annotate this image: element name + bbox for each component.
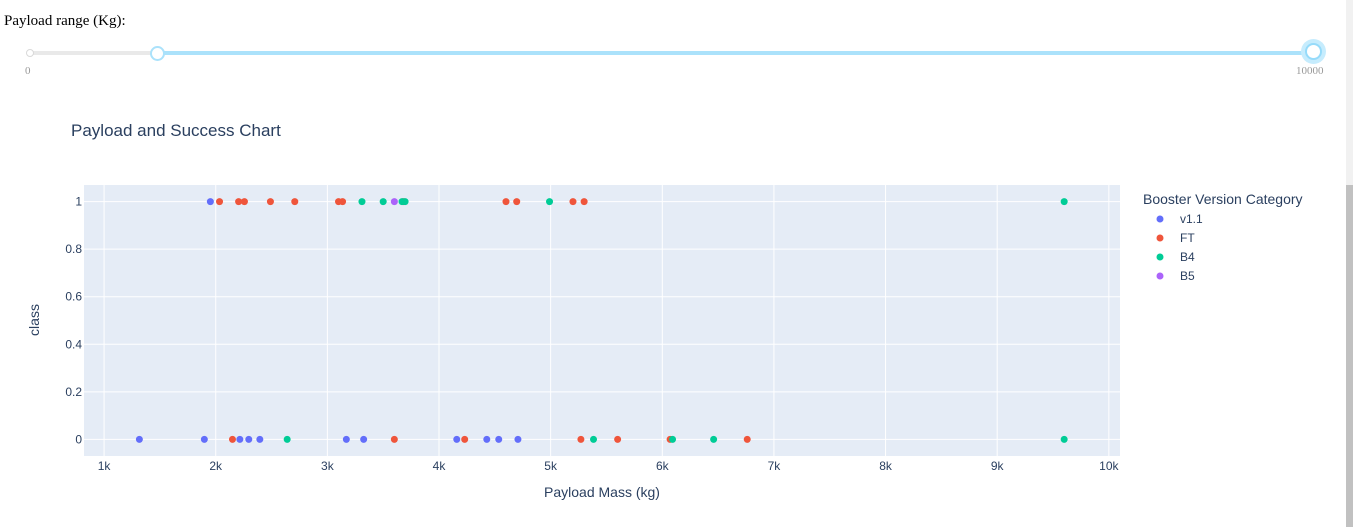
y-tick-label: 0.4 (65, 337, 82, 351)
scrollbar-thumb[interactable] (1346, 185, 1353, 527)
data-point[interactable] (1060, 435, 1068, 443)
data-point[interactable] (514, 435, 522, 443)
data-point[interactable] (614, 435, 622, 443)
legend-item-ft[interactable]: FT (1156, 231, 1196, 245)
y-tick-label: 0.6 (65, 290, 82, 304)
x-tick-label: 7k (768, 459, 782, 473)
data-points (135, 198, 1068, 443)
data-point[interactable] (339, 198, 347, 206)
y-tick-label: 0 (75, 432, 82, 446)
slider-mark-min: 0 (25, 65, 31, 77)
legend-label: FT (1180, 231, 1195, 245)
x-tick-label: 1k (98, 459, 112, 473)
legend-item-b4[interactable]: B4 (1156, 250, 1196, 264)
legend-label: B5 (1180, 269, 1195, 283)
plot-area[interactable] (84, 185, 1120, 456)
series-v1-1 (135, 198, 522, 443)
legend-marker (1156, 215, 1164, 223)
data-point[interactable] (200, 435, 208, 443)
data-point[interactable] (266, 198, 274, 206)
x-tick-label: 5k (544, 459, 558, 473)
series-b4 (283, 198, 1068, 443)
legend-item-v1-1[interactable]: v1.1 (1156, 212, 1204, 226)
x-tick-label: 6k (656, 459, 670, 473)
data-point[interactable] (483, 435, 491, 443)
y-tick-label: 1 (75, 195, 82, 209)
data-point[interactable] (461, 435, 469, 443)
x-tick-label: 9k (991, 459, 1005, 473)
data-point[interactable] (453, 435, 461, 443)
data-point[interactable] (216, 198, 224, 206)
slider-handle-min[interactable] (150, 46, 166, 61)
slider-handle-max[interactable] (1305, 43, 1322, 60)
slider-selected-track[interactable] (157, 51, 1313, 55)
data-point[interactable] (569, 198, 577, 206)
data-point[interactable] (577, 435, 585, 443)
data-point[interactable] (358, 198, 366, 206)
data-point[interactable] (495, 435, 503, 443)
x-tick-label: 4k (433, 459, 447, 473)
legend-title: Booster Version Category (1143, 191, 1303, 207)
x-tick-label: 2k (209, 459, 223, 473)
data-point[interactable] (513, 198, 521, 206)
legend-label: B4 (1180, 250, 1195, 264)
x-tick-label: 8k (879, 459, 893, 473)
data-point[interactable] (256, 435, 264, 443)
data-point[interactable] (235, 198, 243, 206)
page-scrollbar[interactable] (1346, 0, 1353, 527)
y-tick-label: 0.2 (65, 385, 82, 399)
legend-marker (1156, 272, 1164, 280)
data-point[interactable] (669, 435, 677, 443)
legend-marker (1156, 234, 1164, 242)
data-point[interactable] (390, 435, 398, 443)
slider-mark-max: 10000 (1296, 65, 1324, 77)
legend-item-b5[interactable]: B5 (1156, 269, 1196, 283)
legend-marker (1156, 253, 1164, 261)
data-point[interactable] (502, 198, 510, 206)
data-point[interactable] (1060, 198, 1068, 206)
data-point[interactable] (342, 435, 350, 443)
payload-range-label: Payload range (Kg): (4, 13, 126, 29)
data-point[interactable] (546, 198, 554, 206)
data-point[interactable] (743, 435, 751, 443)
data-point[interactable] (360, 435, 368, 443)
data-point[interactable] (590, 435, 598, 443)
x-axis-label: Payload Mass (kg) (544, 484, 660, 500)
data-point[interactable] (710, 435, 718, 443)
payload-range-slider[interactable]: 0 10000 (22, 40, 1327, 80)
data-point[interactable] (580, 198, 588, 206)
chart-title: Payload and Success Chart (71, 121, 281, 140)
grid-lines (84, 185, 1120, 456)
data-point[interactable] (390, 198, 398, 206)
data-point[interactable] (379, 198, 387, 206)
y-tick-label: 0.8 (65, 242, 82, 256)
legend-label: v1.1 (1180, 212, 1203, 226)
data-point[interactable] (401, 198, 409, 206)
data-point[interactable] (135, 435, 143, 443)
data-point[interactable] (283, 435, 291, 443)
data-point[interactable] (291, 198, 299, 206)
data-point[interactable] (228, 435, 236, 443)
data-point[interactable] (240, 198, 248, 206)
data-point[interactable] (236, 435, 244, 443)
data-point[interactable] (245, 435, 253, 443)
x-tick-label: 10k (1099, 459, 1119, 473)
y-axis-ticks: 0 0.2 0.4 0.6 0.8 1 (65, 195, 82, 447)
x-axis-ticks: 1k 2k 3k 4k 5k 6k 7k 8k 9k 10k (98, 459, 1120, 473)
slider-min-dot (26, 49, 34, 57)
legend[interactable]: Booster Version Category v1.1 FT B4 B5 (1143, 191, 1303, 283)
series-b5 (390, 198, 398, 206)
x-tick-label: 3k (321, 459, 335, 473)
data-point[interactable] (206, 198, 214, 206)
y-axis-label: class (26, 304, 42, 336)
